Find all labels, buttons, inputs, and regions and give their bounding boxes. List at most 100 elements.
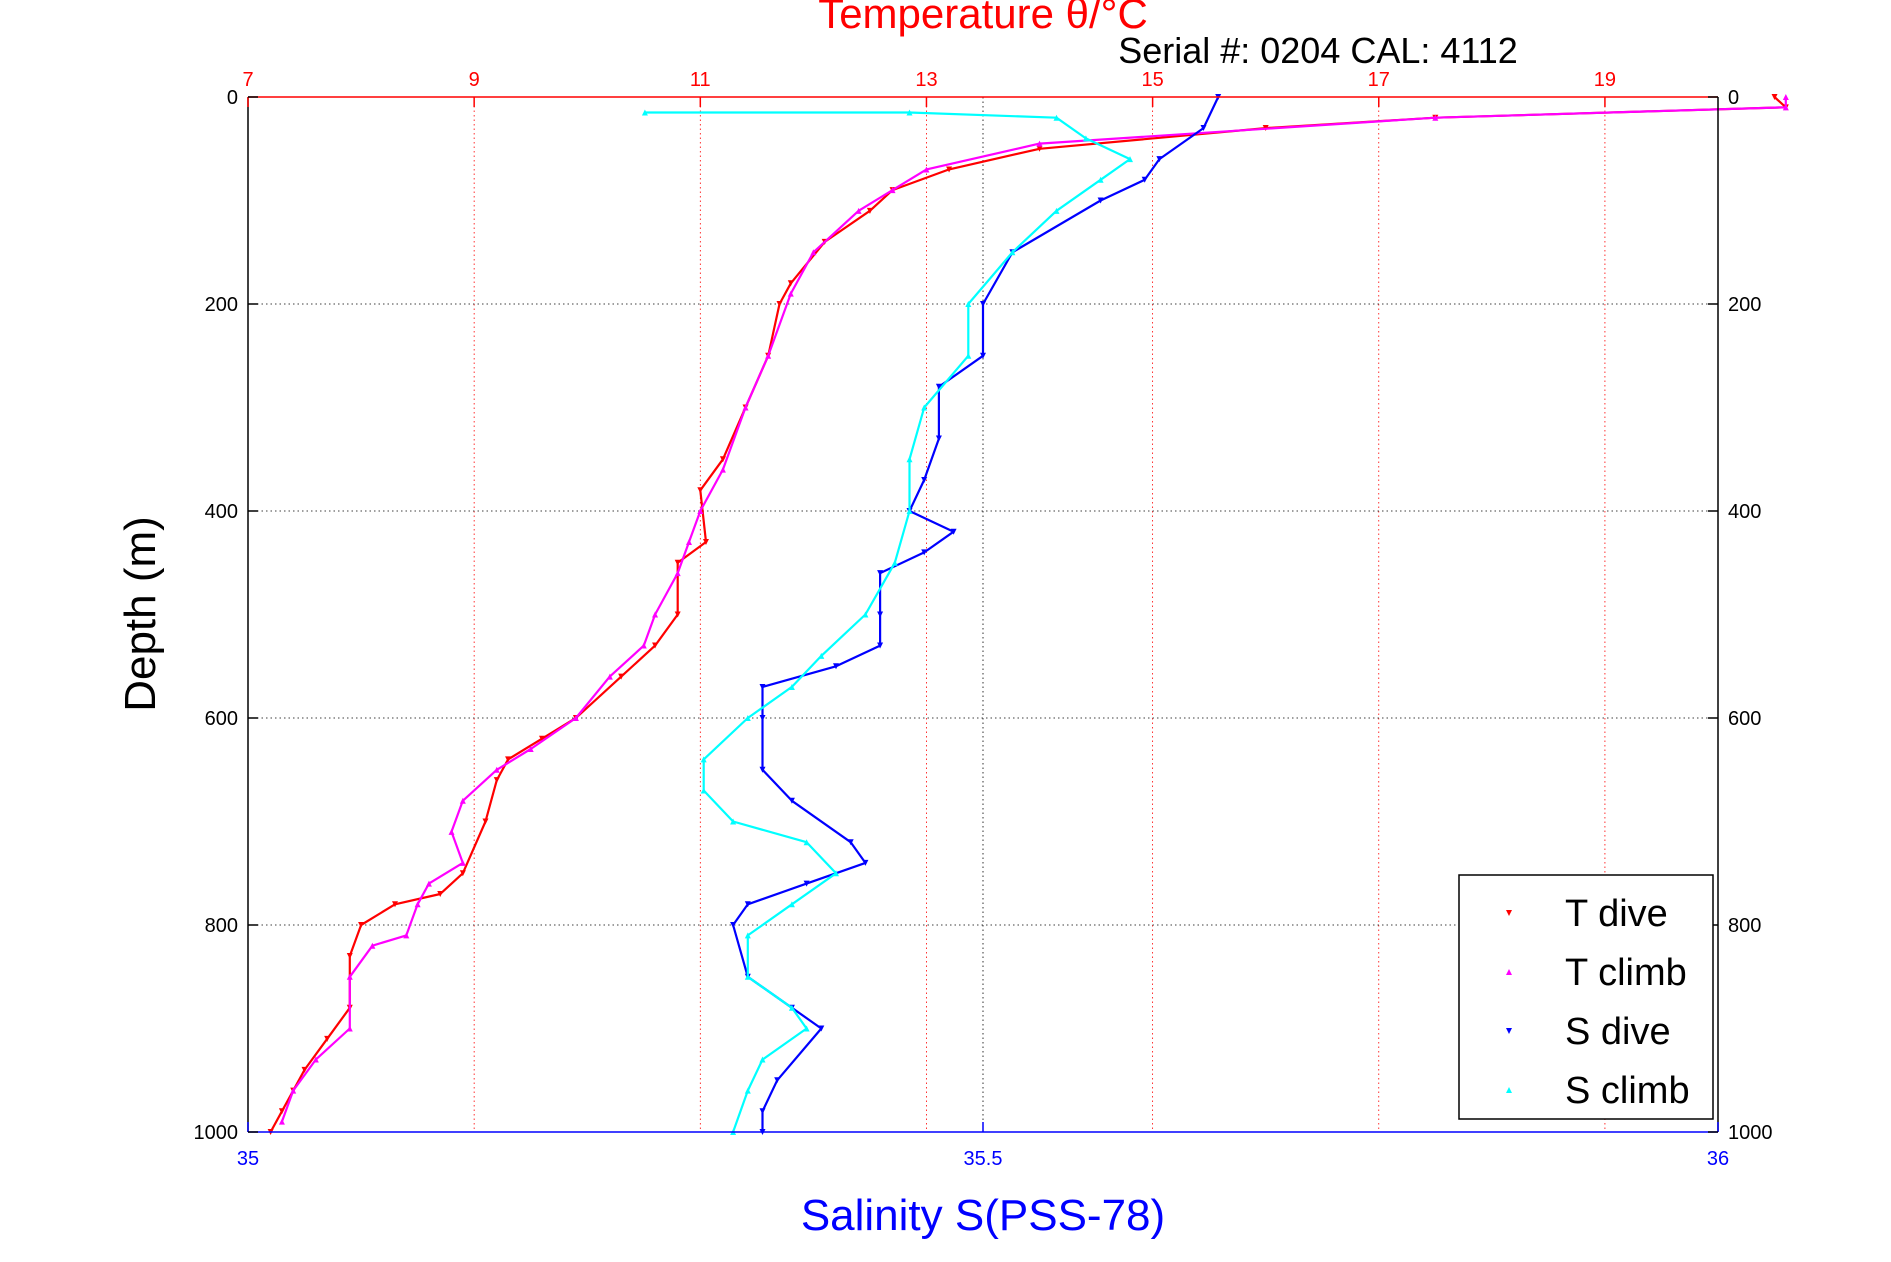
legend: T dive T climb S dive S climb <box>1458 874 1714 1120</box>
data-point-s-climb <box>744 715 751 721</box>
data-point-t-dive <box>674 611 681 618</box>
bottom-tick-label: 35 <box>237 1148 259 1170</box>
left-tick-label: 600 <box>205 708 238 730</box>
data-point-s-climb <box>744 932 751 939</box>
right-tick-label: 800 <box>1728 915 1761 937</box>
left-tick-label: 1000 <box>194 1122 239 1144</box>
data-point-t-climb <box>1782 94 1789 100</box>
legend-marker-t-climb <box>1506 969 1512 975</box>
data-point-s-climb <box>833 870 839 877</box>
data-point-t-climb <box>640 642 647 649</box>
data-point-s-climb <box>744 1087 751 1094</box>
data-point-t-climb <box>697 508 704 514</box>
data-point-t-dive <box>539 735 545 742</box>
data-point-s-dive <box>818 1025 825 1032</box>
data-point-s-climb <box>906 109 913 116</box>
top-tick-label: 11 <box>690 69 711 91</box>
data-point-s-climb <box>700 787 707 794</box>
left-tick-label: 200 <box>205 294 238 316</box>
data-point-t-climb <box>448 828 455 835</box>
data-point-t-dive <box>1036 145 1043 152</box>
data-point-s-dive <box>935 435 942 442</box>
data-point-s-dive <box>759 1108 766 1115</box>
data-point-s-climb <box>1053 207 1060 214</box>
data-point-s-dive <box>950 528 957 535</box>
legend-markers <box>1506 910 1512 1093</box>
data-point-s-dive <box>759 715 766 721</box>
data-point-t-climb <box>606 673 613 680</box>
data-point-t-dive <box>392 901 398 908</box>
data-point-s-climb <box>906 508 913 514</box>
series-s-climb <box>641 109 1133 1135</box>
data-point-s-dive <box>759 766 766 773</box>
data-point-t-climb <box>787 290 794 297</box>
legend-marker-t-dive <box>1506 910 1512 916</box>
data-point-t-climb <box>1036 140 1043 147</box>
data-point-t-dive <box>301 1066 308 1073</box>
data-point-t-dive <box>652 642 659 649</box>
y-axis-label: Depth (m) <box>116 516 165 712</box>
data-point-s-dive <box>980 301 986 307</box>
data-point-t-dive <box>358 922 365 928</box>
data-point-t-climb <box>527 746 534 753</box>
left-tick-label: 400 <box>205 501 238 523</box>
legend-label-t-climb: T climb <box>1565 952 1687 994</box>
data-point-s-dive <box>921 549 928 556</box>
data-point-t-dive <box>719 456 726 463</box>
top-tick-labels: 7 9 11 13 15 17 19 <box>242 69 1616 91</box>
data-point-t-dive <box>1771 94 1778 100</box>
data-point-s-dive <box>744 901 751 908</box>
data-point-s-climb <box>1009 249 1016 256</box>
data-point-t-climb <box>855 207 862 214</box>
legend-label-t-dive: T dive <box>1565 893 1668 935</box>
top-tick-label: 7 <box>242 69 253 91</box>
data-point-t-climb <box>652 611 659 618</box>
left-tick-labels: 0 200 400 600 800 1000 <box>194 87 239 1144</box>
data-point-t-dive <box>437 890 444 897</box>
data-point-s-dive <box>877 611 884 618</box>
data-point-s-climb <box>1127 156 1133 163</box>
data-point-s-dive <box>921 476 928 483</box>
bottom-tick-label: 35.5 <box>964 1148 1003 1170</box>
right-tick-label: 200 <box>1728 294 1761 316</box>
data-point-t-dive <box>702 539 709 546</box>
data-point-t-dive <box>459 870 466 877</box>
top-tick-label: 13 <box>915 69 937 91</box>
data-point-s-climb <box>862 611 869 618</box>
left-tick-label: 800 <box>205 915 238 937</box>
data-point-s-climb <box>788 1004 795 1011</box>
data-point-t-dive <box>324 1035 331 1042</box>
bottom-tick-label: 36 <box>1707 1148 1729 1170</box>
legend-box <box>1458 874 1714 1120</box>
bottom-tick-labels: 35 35.5 36 <box>237 1148 1729 1170</box>
data-point-t-climb <box>810 249 817 256</box>
left-tick-label: 0 <box>227 87 238 109</box>
data-point-s-climb <box>641 109 648 116</box>
data-point-t-climb <box>459 797 466 804</box>
data-point-t-climb <box>765 352 772 359</box>
data-point-s-climb <box>965 352 972 359</box>
data-point-t-dive <box>482 818 489 825</box>
data-point-s-dive <box>1200 125 1207 132</box>
data-point-s-climb <box>700 756 707 763</box>
data-point-s-climb <box>803 839 810 846</box>
data-point-t-climb <box>290 1087 297 1094</box>
data-point-t-climb <box>346 1025 353 1032</box>
data-point-s-dive <box>803 880 810 887</box>
data-point-s-climb <box>891 559 898 566</box>
data-point-s-climb <box>1082 135 1089 142</box>
legend-marker-s-dive <box>1506 1028 1512 1034</box>
data-point-t-climb <box>719 466 726 473</box>
data-point-s-climb <box>818 652 825 659</box>
right-tick-label: 1000 <box>1728 1122 1773 1144</box>
data-point-t-climb <box>889 187 896 194</box>
x-axis-label: Salinity S(PSS-78) <box>801 1191 1165 1240</box>
data-series <box>267 94 1789 1135</box>
top-tick-label: 15 <box>1141 69 1163 91</box>
data-point-s-climb <box>759 1056 766 1063</box>
data-point-s-climb <box>965 301 972 307</box>
data-point-s-climb <box>1097 176 1104 183</box>
data-point-t-climb <box>1432 114 1439 121</box>
data-point-t-climb <box>674 570 681 577</box>
